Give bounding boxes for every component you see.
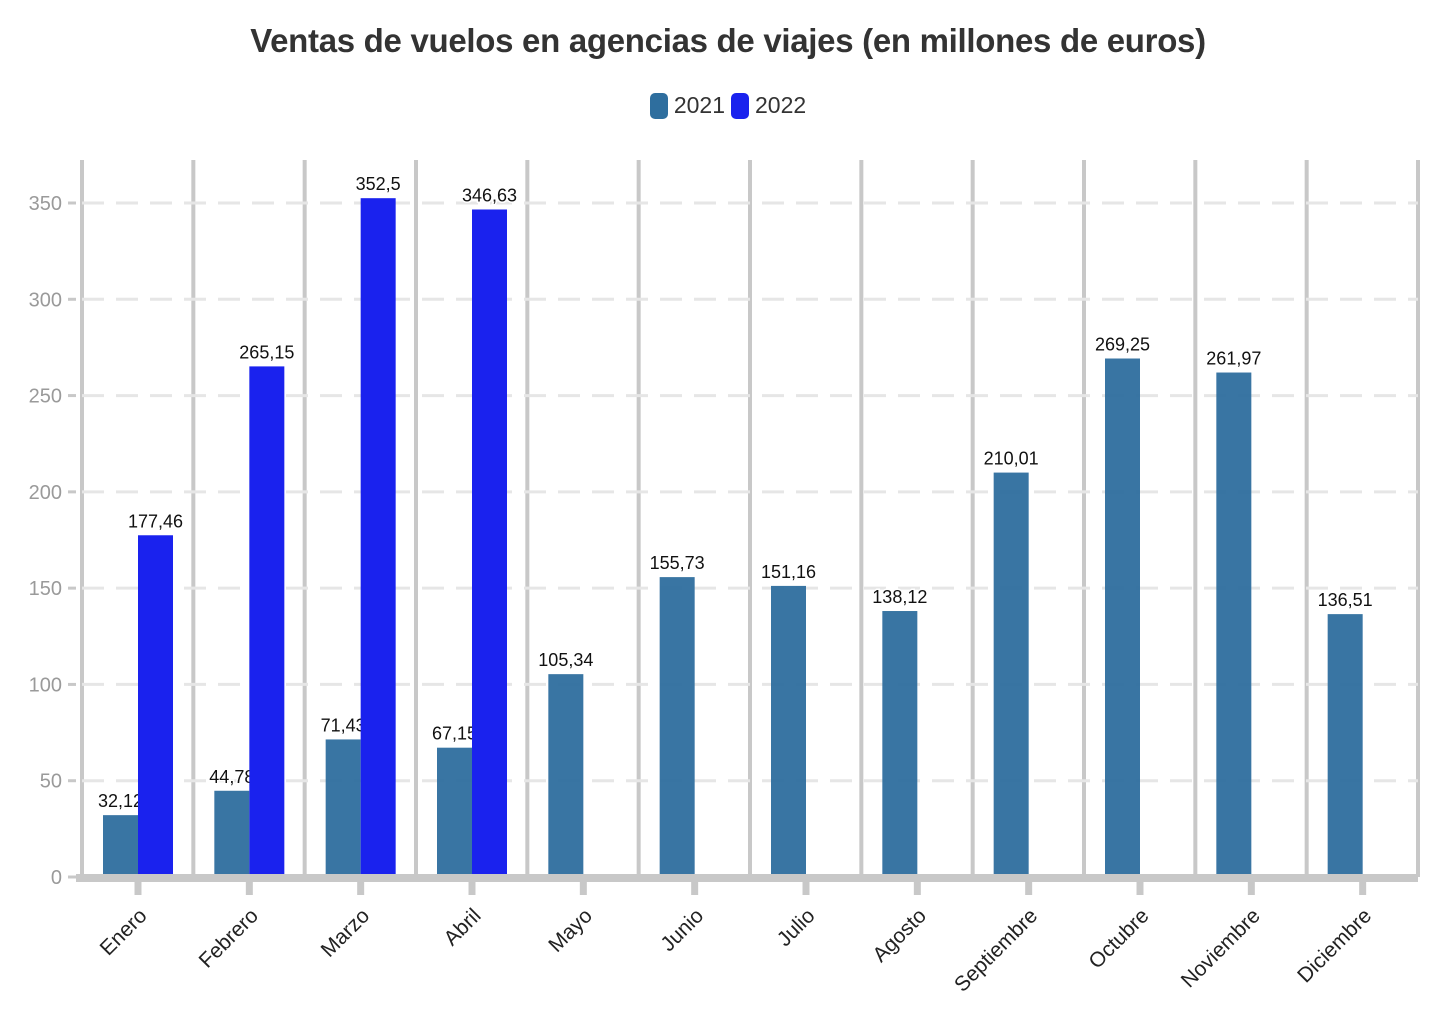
x-tick-label: Julio [773, 904, 820, 951]
y-tick-label: 0 [51, 867, 62, 889]
data-label: 151,16 [761, 562, 816, 582]
y-tick-label: 350 [29, 193, 62, 215]
data-label: 32,12 [98, 791, 143, 811]
y-tick-label: 300 [29, 289, 62, 311]
data-label: 71,43 [321, 715, 366, 735]
bar-2021-mayo[interactable] [548, 674, 584, 877]
x-tick-label: Enero [96, 904, 152, 960]
bar-2021-marzo[interactable] [325, 739, 361, 877]
bar-2021-diciembre[interactable] [1327, 614, 1363, 877]
x-tick-label: Junio [656, 904, 708, 956]
data-label: 261,97 [1206, 349, 1261, 369]
bar-2022-enero[interactable] [138, 535, 173, 877]
x-tick-label: Mayo [544, 904, 597, 957]
x-tick-label: Diciembre [1293, 904, 1376, 987]
data-label: 346,63 [462, 185, 517, 205]
legend-swatch-2022 [731, 92, 749, 119]
x-tick-label: Septiembre [950, 904, 1042, 996]
bar-2021-agosto[interactable] [882, 611, 918, 877]
data-label: 136,51 [1318, 590, 1373, 610]
bar-2021-enero[interactable] [103, 815, 138, 877]
y-tick-label: 250 [29, 386, 62, 408]
bar-2021-abril[interactable] [437, 747, 472, 877]
bar-2022-abril[interactable] [472, 209, 507, 878]
x-tick-label: Octubre [1084, 904, 1153, 973]
data-label: 44,78 [209, 767, 254, 787]
chart-title: Ventas de vuelos en agencias de viajes (… [250, 22, 1206, 59]
y-tick-label: 200 [29, 482, 62, 504]
data-label: 105,34 [538, 650, 593, 670]
legend-label-2021: 2021 [673, 92, 725, 118]
x-tick-label: Noviembre [1177, 904, 1265, 992]
data-label: 138,12 [872, 587, 927, 607]
x-tick-label: Marzo [317, 904, 375, 962]
legend-swatch-2021 [649, 92, 668, 119]
data-label: 177,46 [128, 511, 183, 531]
data-label: 352,5 [356, 174, 401, 194]
legend-label-2022: 2022 [755, 92, 807, 118]
legend-item-2022[interactable]: 2022 [731, 92, 806, 119]
y-tick-label: 50 [40, 771, 62, 793]
y-tick-label: 100 [29, 674, 62, 696]
bar-2022-marzo[interactable] [360, 198, 396, 877]
data-label: 67,15 [432, 724, 477, 744]
bar-2021-septiembre[interactable] [993, 472, 1029, 877]
legend: 2021 2022 [0, 92, 1456, 119]
data-label: 265,15 [239, 342, 294, 362]
bar-2021-febrero[interactable] [214, 790, 250, 877]
legend-item-2021[interactable]: 2021 [649, 92, 725, 119]
data-label: 269,25 [1095, 335, 1150, 355]
x-tick-label: Febrero [195, 904, 263, 972]
bar-2021-noviembre[interactable] [1216, 372, 1252, 877]
data-label: 155,73 [650, 553, 705, 573]
bar-2021-octubre[interactable] [1105, 358, 1140, 877]
bar-2021-julio[interactable] [771, 585, 806, 877]
x-tick-label: Abril [440, 904, 486, 950]
bar-2022-febrero[interactable] [249, 366, 285, 877]
data-label: 210,01 [984, 449, 1039, 469]
y-tick-label: 150 [29, 578, 62, 600]
x-tick-label: Agosto [868, 904, 931, 967]
bar-2021-junio[interactable] [659, 577, 695, 877]
